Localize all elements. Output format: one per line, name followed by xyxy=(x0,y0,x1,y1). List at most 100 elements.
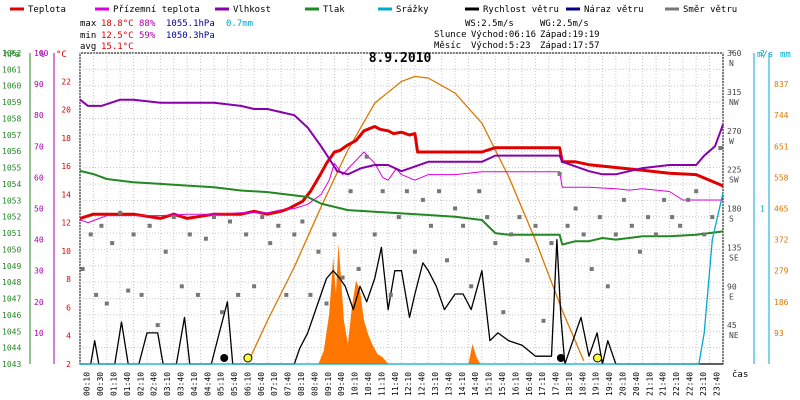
wind-direction-point xyxy=(276,223,281,228)
tick-label-compass: E xyxy=(729,292,734,301)
wind-direction-point xyxy=(670,215,675,220)
wind-direction-point xyxy=(557,171,562,176)
tick-label-hpa: 1059 xyxy=(2,98,21,107)
wind-direction-point xyxy=(340,275,345,280)
wind-direction-point xyxy=(396,215,401,220)
tick-label-time: 16:10 xyxy=(511,372,520,396)
tick-label-pct: 10 xyxy=(34,329,44,338)
wind-direction-point xyxy=(147,223,152,228)
tick-label-time: 13:40 xyxy=(444,372,453,396)
tick-label-hpa: 1061 xyxy=(2,65,21,74)
tick-label-hpa: 1045 xyxy=(2,327,21,336)
legend-label: Teplota xyxy=(28,5,66,15)
tick-label-hpa: 1047 xyxy=(2,295,21,304)
wind-direction-point xyxy=(155,323,160,328)
wind-direction-point xyxy=(171,215,176,220)
tick-label-time: 17:10 xyxy=(538,372,547,396)
stats-press-max: 1055.1hPa xyxy=(166,19,215,29)
wind-direction-point xyxy=(429,223,433,228)
wind-direction-point xyxy=(110,241,115,246)
tick-label-compass: NE xyxy=(729,331,739,340)
axes-layer: hPa% °C1062106110601059105810571056105510… xyxy=(2,49,791,396)
axis-label-mm: mm xyxy=(780,50,791,60)
tick-label-time: 08:10 xyxy=(297,372,306,396)
tick-label-hpa: 1062 xyxy=(2,49,21,58)
tick-label-temp: 6 xyxy=(66,303,71,312)
tick-label-time: 03:40 xyxy=(177,372,186,396)
tick-label-solar: 186 xyxy=(774,298,789,307)
tick-label-dir: 270 xyxy=(727,127,742,136)
wind-direction-point xyxy=(525,258,530,263)
legend-label: Náraz větru xyxy=(584,5,644,15)
wind-direction-point xyxy=(412,249,417,254)
wind-direction-point xyxy=(485,215,490,220)
wind-direction-point xyxy=(99,223,104,228)
tick-label-time: 00:30 xyxy=(96,372,105,396)
tick-label-temp: 10 xyxy=(61,247,71,256)
tick-label-pct: 80 xyxy=(34,111,44,120)
tick-label-hpa: 1055 xyxy=(2,164,21,173)
solar-area xyxy=(318,243,481,364)
wind-direction-point xyxy=(284,292,289,297)
wind-direction-point xyxy=(380,189,385,194)
tick-label-pct: 20 xyxy=(34,298,44,307)
wind-direction-point xyxy=(573,206,578,211)
tick-label-pct: 50 xyxy=(34,205,44,214)
legend-label: Směr větru xyxy=(683,5,737,15)
tick-label-temp: 12 xyxy=(61,219,71,228)
tick-label-time: 01:40 xyxy=(123,372,132,396)
tick-label-time: 05:40 xyxy=(230,372,239,396)
wind-direction-point xyxy=(597,215,602,220)
tick-label-time: 22:10 xyxy=(672,372,681,396)
wind-direction-point xyxy=(637,249,642,254)
tick-label-pct: 40 xyxy=(34,236,44,245)
wind-direction-point xyxy=(581,232,586,237)
wind-direction-point xyxy=(621,197,626,202)
wind-direction-point xyxy=(654,232,658,237)
legend-label: Vlhkost xyxy=(233,5,271,15)
stats-label-max: max xyxy=(80,19,97,29)
tick-label-time: 06:10 xyxy=(243,372,252,396)
wind-direction-point xyxy=(356,267,361,271)
tick-label-hpa: 1060 xyxy=(2,82,21,91)
tick-label-hpa: 1058 xyxy=(2,114,21,123)
axis-label-dir: ° xyxy=(729,50,734,60)
srazky-line xyxy=(80,192,724,365)
tick-label-time: 19:40 xyxy=(605,372,614,396)
tick-label-time: 12:40 xyxy=(418,372,427,396)
wind-direction-point xyxy=(694,189,699,194)
tick-label-hpa: 1052 xyxy=(2,213,21,222)
wind-direction-point xyxy=(104,301,109,306)
wind-direction-point xyxy=(541,318,546,323)
wind-direction-point xyxy=(565,223,570,228)
wind-direction-point xyxy=(163,249,168,254)
wind-direction-point xyxy=(195,292,200,297)
tick-label-time: 03:10 xyxy=(163,372,172,396)
wind-direction-point xyxy=(646,215,650,220)
tick-label-temp: 18 xyxy=(61,134,71,143)
legend-label: Tlak xyxy=(323,5,345,15)
info-moon-label: Měsíc xyxy=(434,41,461,51)
wind-direction-point xyxy=(203,236,208,241)
tlak-line xyxy=(79,169,724,246)
wind-direction-point xyxy=(308,292,313,297)
tick-label-time: 23:10 xyxy=(699,372,708,396)
tick-label-solar: 372 xyxy=(774,236,789,245)
tick-label-compass: SE xyxy=(729,253,739,262)
axis-label-temp: °C xyxy=(56,50,67,60)
stats-label-avg: avg xyxy=(80,42,96,52)
tick-label-temp: 22 xyxy=(61,77,71,86)
axis-label-pct: % xyxy=(39,50,45,60)
wind-direction-point xyxy=(461,223,466,228)
chart-title: 8.9.2010 xyxy=(369,51,432,66)
stats-temp-min: 12.5°C xyxy=(101,31,134,41)
tick-label-hpa: 1046 xyxy=(2,311,21,320)
wind-direction-point xyxy=(260,215,265,220)
tick-label-pct: 30 xyxy=(34,267,44,276)
wind-direction-point xyxy=(388,292,393,297)
tick-label-time: 16:40 xyxy=(525,372,534,396)
tick-label-solar: 558 xyxy=(774,173,789,182)
tick-label-temp: 8 xyxy=(66,275,71,284)
info-wg: WG:2.5m/s xyxy=(540,19,589,29)
tick-label-solar: 93 xyxy=(774,329,784,338)
